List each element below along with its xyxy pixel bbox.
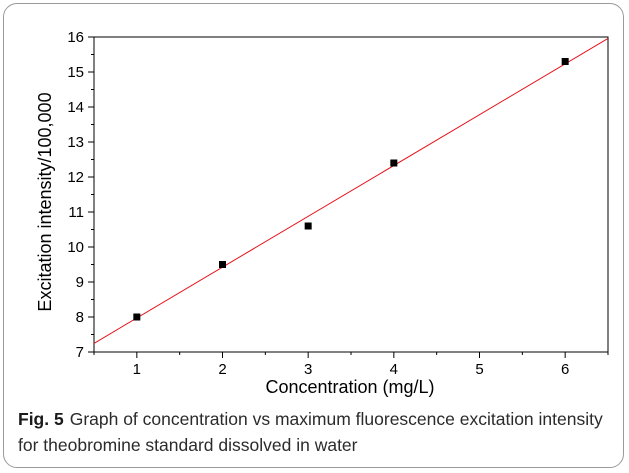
y-tick-label: 11 — [68, 204, 84, 221]
data-point — [561, 58, 569, 65]
x-tick-label: 6 — [561, 361, 569, 378]
x-tick-label: 2 — [218, 361, 226, 378]
y-tick-label: 16 — [67, 29, 84, 46]
x-tick-label: 3 — [304, 361, 312, 378]
data-point — [304, 222, 312, 230]
x-tick-label: 5 — [475, 361, 483, 378]
x-tick-label: 1 — [133, 361, 141, 378]
y-tick-label: 14 — [67, 99, 84, 116]
x-tick-label: 4 — [390, 361, 398, 378]
fit-line — [93, 38, 609, 344]
data-point — [390, 159, 398, 167]
data-point — [219, 261, 226, 268]
figure-frame — [3, 3, 624, 468]
y-axis-label: Excitation intensity/100,000 — [35, 92, 55, 311]
y-tick-label: 13 — [67, 134, 84, 151]
y-tick-label: 9 — [76, 274, 84, 291]
y-tick-label: 10 — [67, 239, 84, 256]
y-tick-label: 8 — [76, 309, 84, 326]
figure-caption: Fig. 5 Graph of concentration vs maximum … — [18, 406, 608, 458]
y-tick-label: 15 — [67, 64, 84, 81]
data-point — [133, 313, 141, 321]
figure-caption-text: Graph of concentration vs maximum fluore… — [18, 409, 603, 455]
figure-label: Fig. 5 — [18, 409, 64, 429]
y-tick-label: 12 — [67, 169, 84, 186]
y-tick-label: 7 — [76, 344, 84, 361]
x-axis-label: Concentration (mg/L) — [265, 377, 434, 397]
